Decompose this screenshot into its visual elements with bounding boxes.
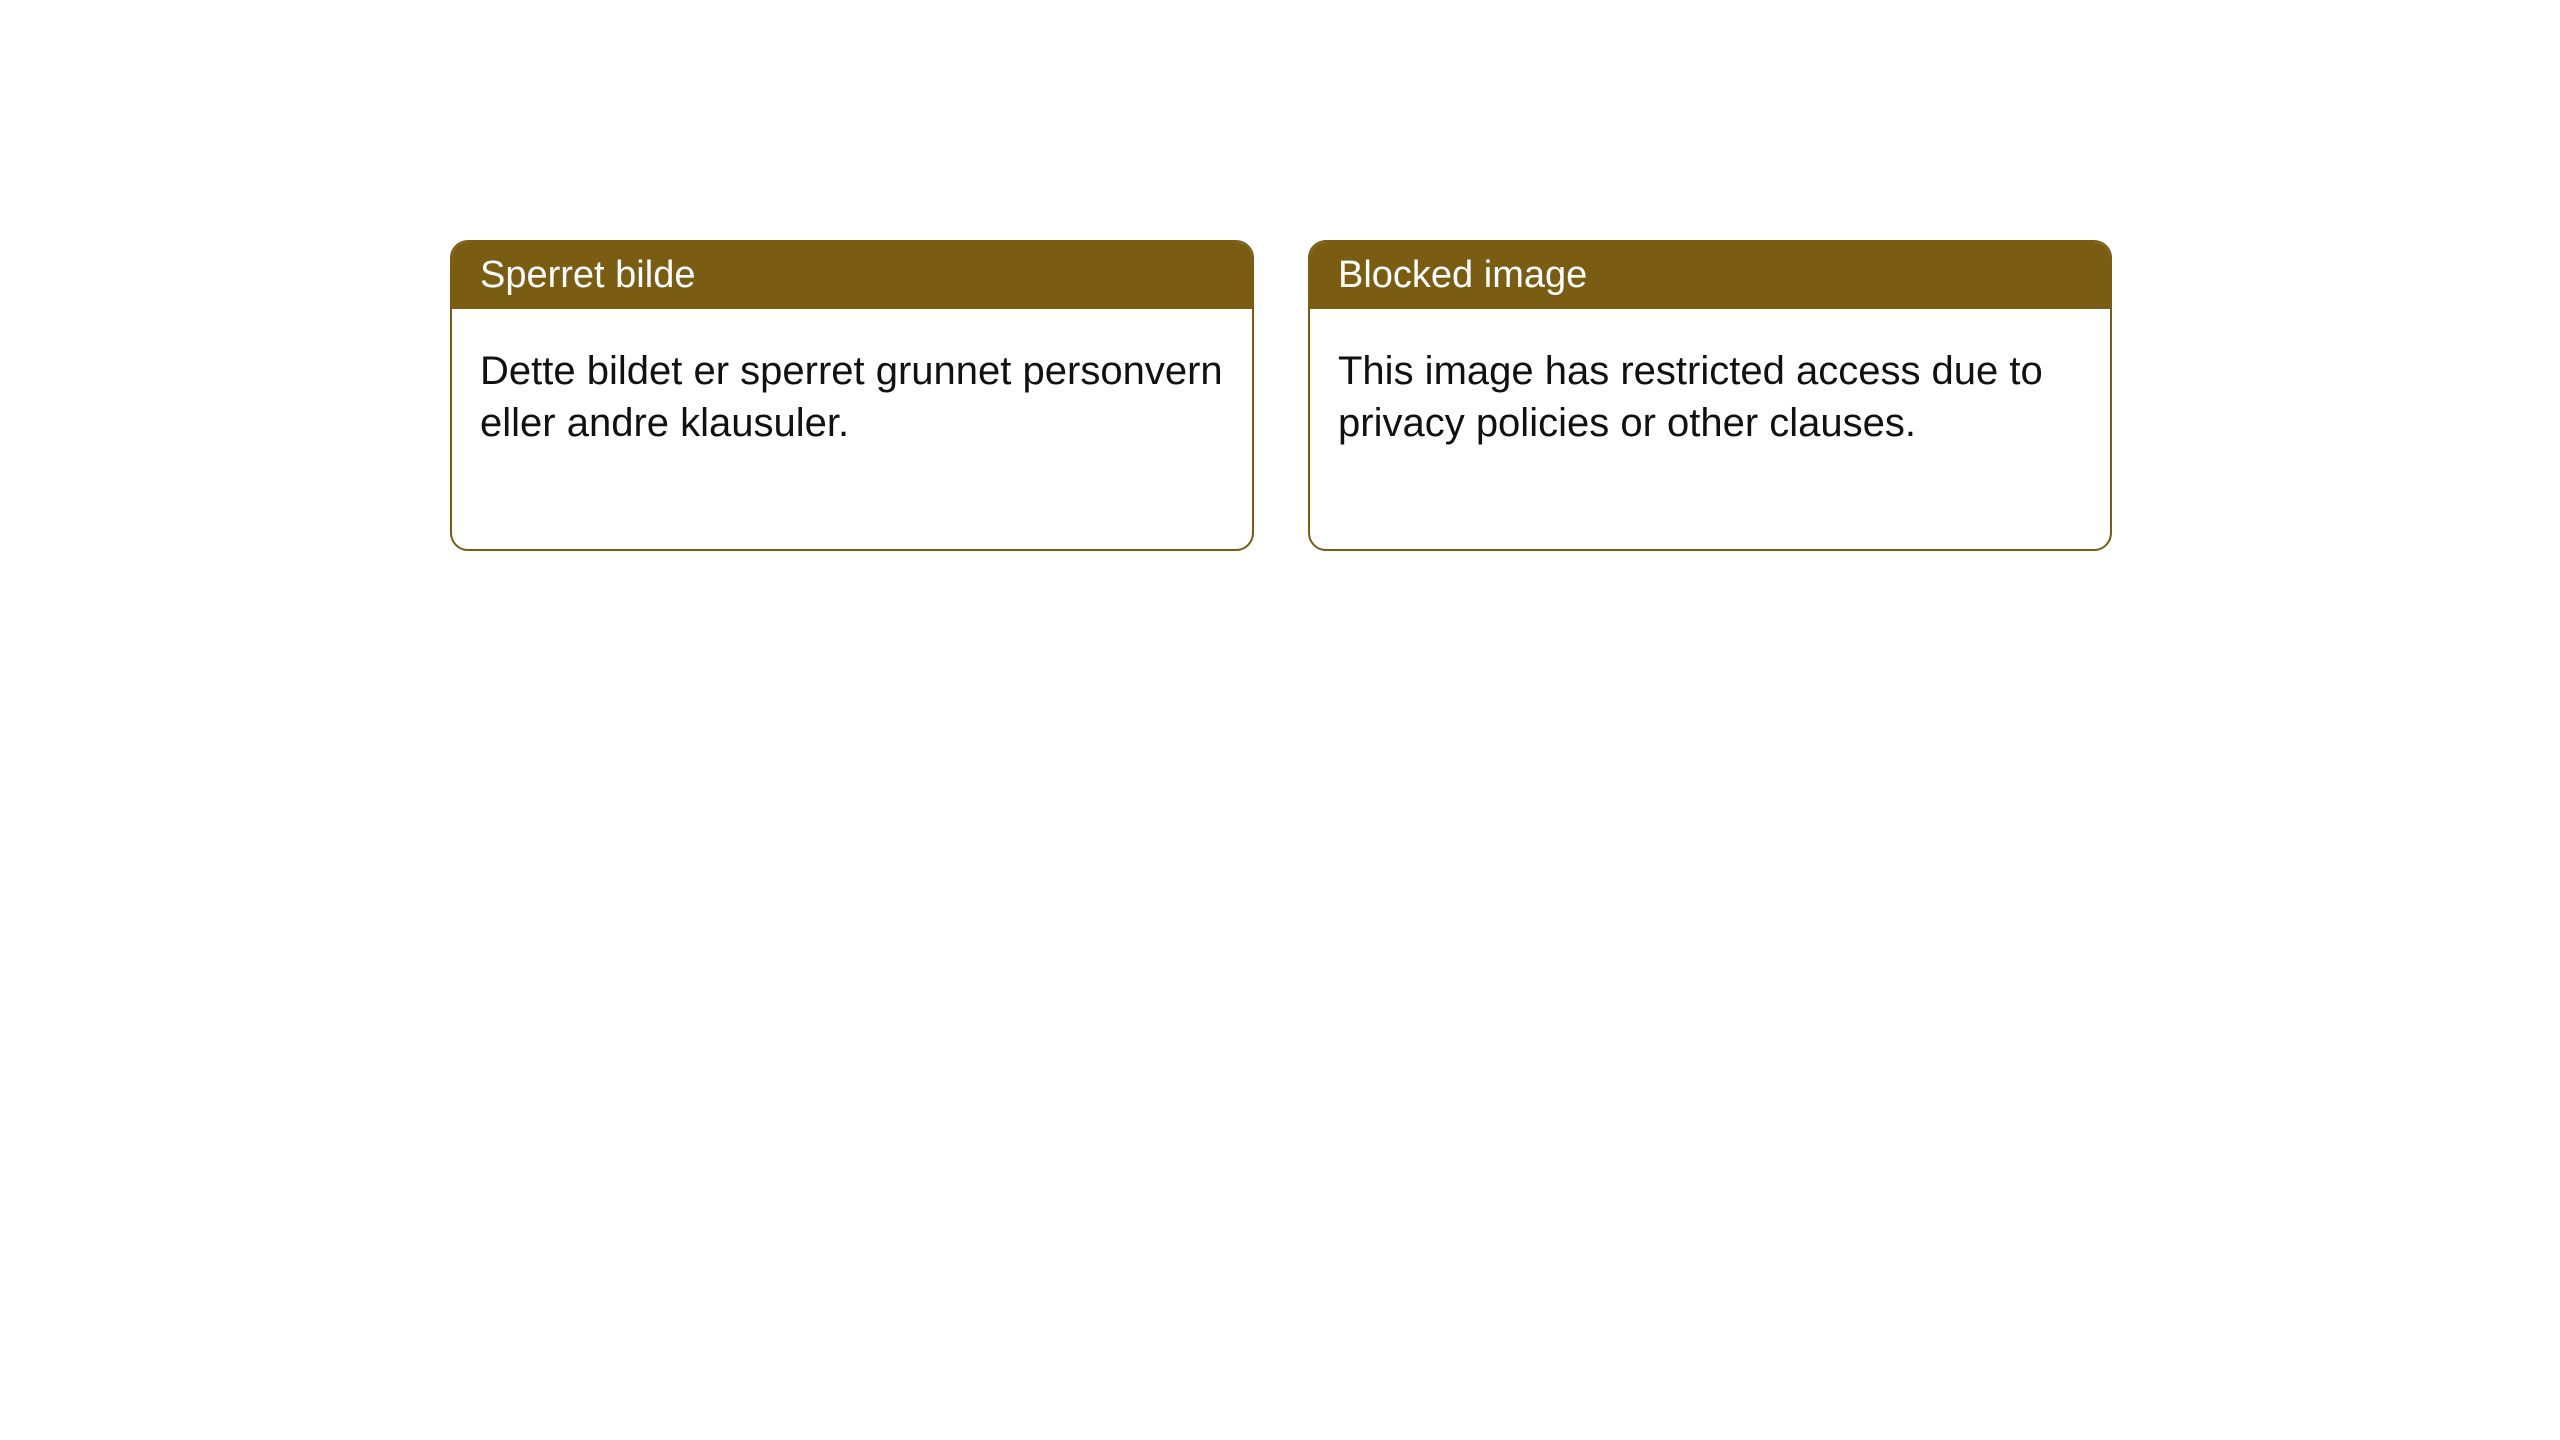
card-body-text: This image has restricted access due to … [1338, 349, 2043, 445]
card-body-text: Dette bildet er sperret grunnet personve… [480, 349, 1223, 445]
card-body: This image has restricted access due to … [1310, 309, 2110, 549]
notice-card-english: Blocked image This image has restricted … [1308, 240, 2112, 551]
card-header: Sperret bilde [452, 242, 1252, 309]
card-header: Blocked image [1310, 242, 2110, 309]
card-title: Blocked image [1338, 254, 1587, 296]
notice-container: Sperret bilde Dette bildet er sperret gr… [450, 240, 2112, 551]
card-title: Sperret bilde [480, 254, 695, 296]
card-body: Dette bildet er sperret grunnet personve… [452, 309, 1252, 549]
notice-card-norwegian: Sperret bilde Dette bildet er sperret gr… [450, 240, 1254, 551]
